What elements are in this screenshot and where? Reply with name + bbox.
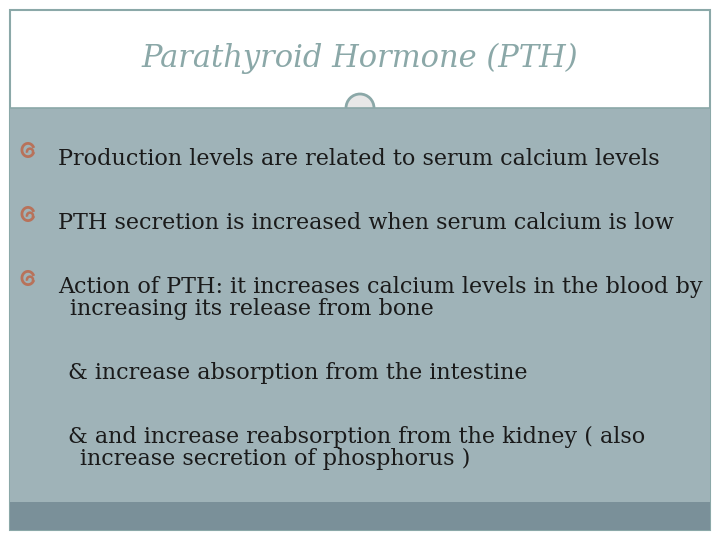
Text: & increase absorption from the intestine: & increase absorption from the intestine — [68, 362, 528, 384]
Text: Production levels are related to serum calcium levels: Production levels are related to serum c… — [58, 148, 660, 170]
Text: Action of PTH: it increases calcium levels in the blood by: Action of PTH: it increases calcium leve… — [58, 276, 703, 298]
Text: PTH secretion is increased when serum calcium is low: PTH secretion is increased when serum ca… — [58, 212, 674, 234]
Text: & and increase reabsorption from the kidney ( also: & and increase reabsorption from the kid… — [68, 426, 645, 448]
Circle shape — [346, 94, 374, 122]
FancyBboxPatch shape — [10, 10, 710, 530]
Text: Parathyroid Hormone (PTH): Parathyroid Hormone (PTH) — [142, 43, 578, 73]
FancyBboxPatch shape — [10, 502, 710, 530]
FancyBboxPatch shape — [10, 108, 710, 530]
Text: increasing its release from bone: increasing its release from bone — [70, 298, 433, 320]
Text: increase secretion of phosphorus ): increase secretion of phosphorus ) — [80, 448, 470, 470]
